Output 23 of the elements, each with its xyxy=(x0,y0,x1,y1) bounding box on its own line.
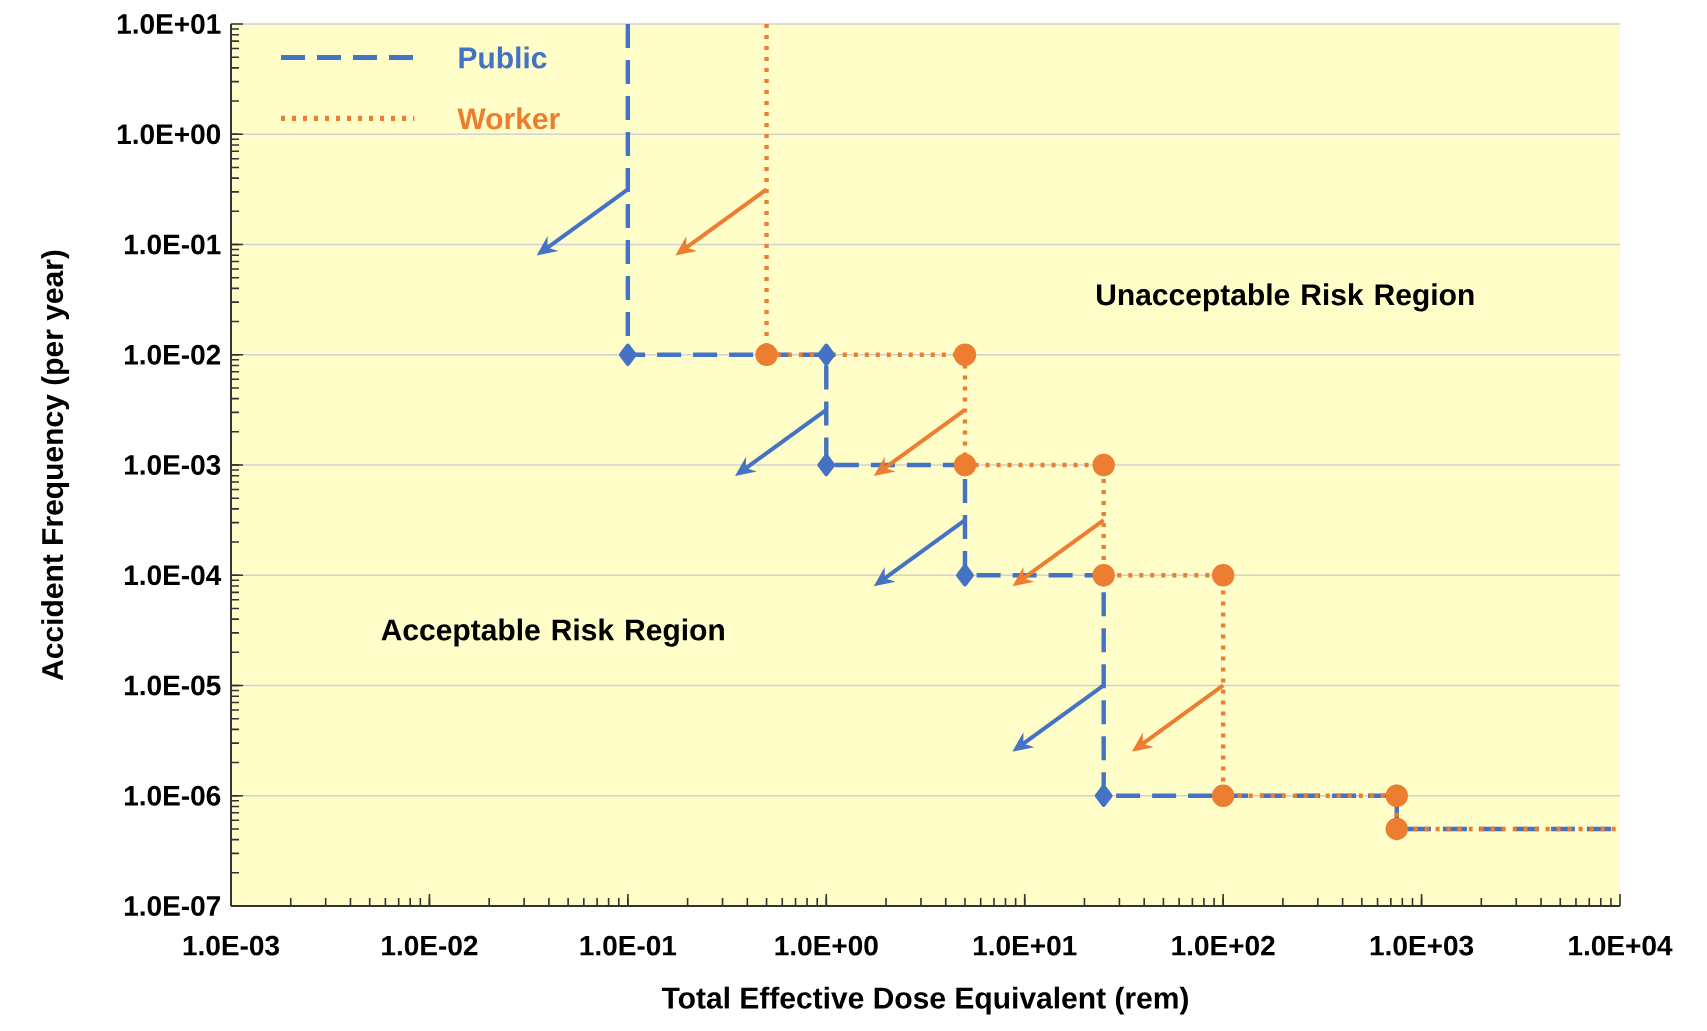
x-tick-label: 1.0E-02 xyxy=(382,935,478,956)
annotation: Unacceptable Risk Region xyxy=(1096,283,1474,312)
y-axis-title: Accident Frequency (per year) xyxy=(41,250,70,681)
annotation: Acceptable Risk Region xyxy=(381,618,724,647)
x-axis-title: Total Effective Dose Equivalent (rem) xyxy=(661,986,1188,1015)
y-tick-label: 1.0E+01 xyxy=(117,14,221,34)
y-tick-label: 1.0E+00 xyxy=(117,124,221,145)
x-tick-label: 1.0E+02 xyxy=(1172,935,1275,956)
y-tick-label: 1.0E-06 xyxy=(124,785,221,806)
legend-label: Worker xyxy=(457,107,560,130)
x-tick-label: 1.0E+04 xyxy=(1569,935,1673,956)
y-tick-label: 1.0E-01 xyxy=(124,234,221,255)
y-tick-label: 1.0E-03 xyxy=(124,455,221,475)
legend-label: Public xyxy=(459,46,547,69)
y-tick-label: 1.0E-05 xyxy=(124,675,221,696)
y-tick-label: 1.0E-04 xyxy=(124,565,222,586)
y-tick-label: 1.0E-07 xyxy=(124,896,221,916)
x-tick-label: 1.0E-01 xyxy=(580,935,677,956)
y-tick-label: 1.0E-02 xyxy=(124,344,221,365)
x-tick-label: 1.0E-03 xyxy=(183,935,280,956)
x-tick-label: 1.0E+00 xyxy=(775,935,878,956)
x-tick-label: 1.0E+03 xyxy=(1370,935,1474,956)
x-tick-label: 1.0E+01 xyxy=(973,935,1077,956)
